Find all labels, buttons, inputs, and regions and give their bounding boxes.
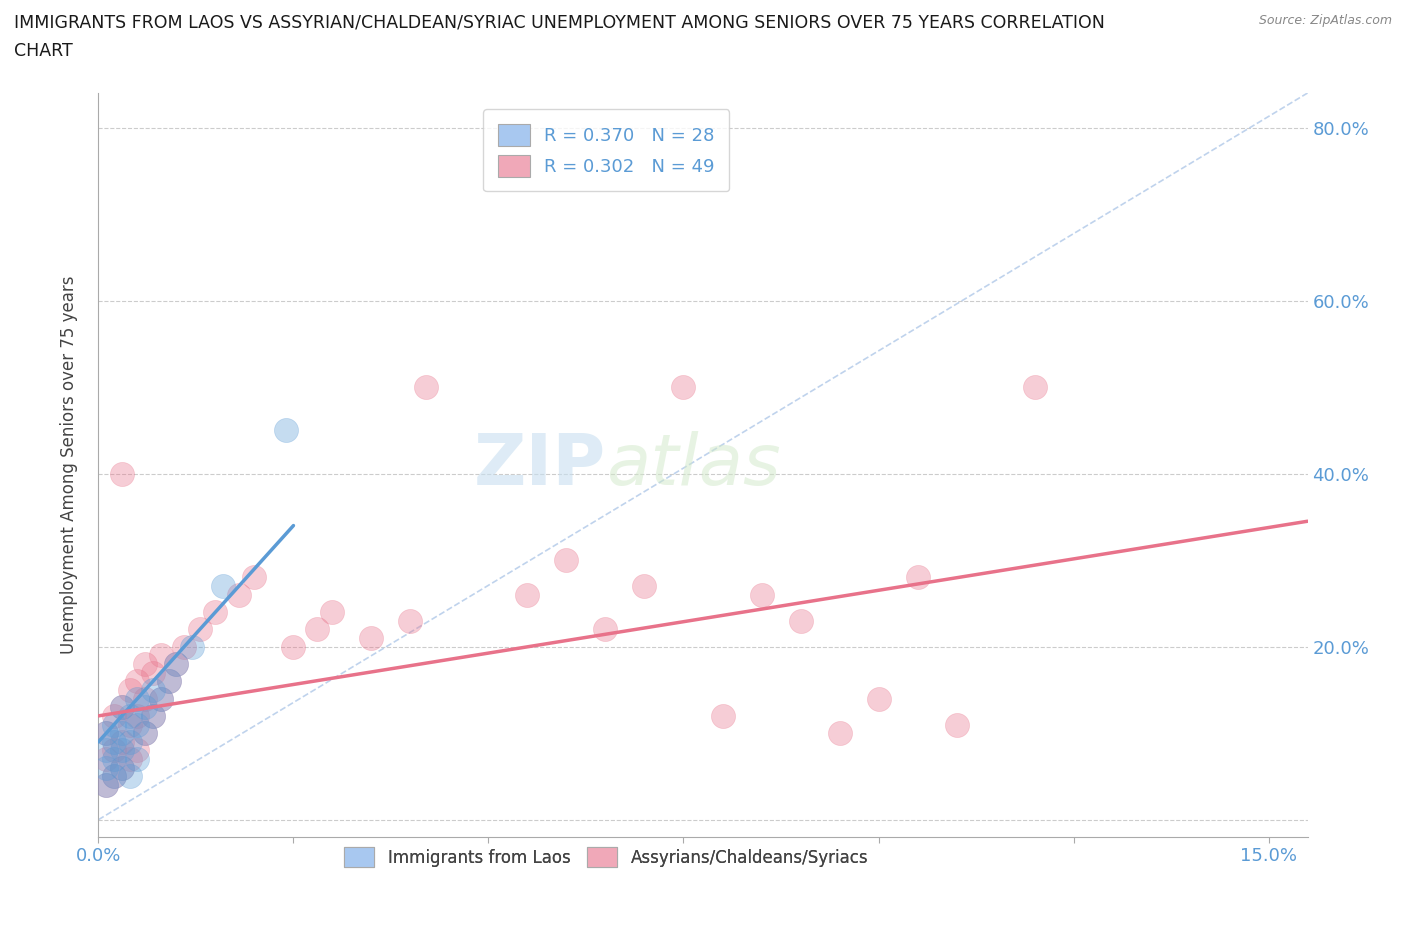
Point xyxy=(134,725,156,740)
Point xyxy=(828,725,851,740)
Point xyxy=(1024,379,1046,394)
Point xyxy=(672,379,695,394)
Point xyxy=(157,674,180,689)
Point xyxy=(555,552,578,567)
Point xyxy=(149,691,172,706)
Point xyxy=(157,674,180,689)
Point xyxy=(173,639,195,654)
Point xyxy=(360,631,382,645)
Point xyxy=(142,709,165,724)
Point xyxy=(399,613,422,628)
Point xyxy=(96,725,118,740)
Point xyxy=(111,699,134,714)
Point xyxy=(188,622,211,637)
Point xyxy=(103,735,125,750)
Point xyxy=(118,709,141,724)
Point xyxy=(149,648,172,663)
Point xyxy=(134,657,156,671)
Point xyxy=(103,717,125,732)
Point xyxy=(212,578,235,593)
Point xyxy=(149,691,172,706)
Point xyxy=(751,588,773,603)
Point xyxy=(111,761,134,776)
Point xyxy=(127,709,149,724)
Point xyxy=(711,709,734,724)
Point xyxy=(945,717,967,732)
Point xyxy=(868,691,890,706)
Point xyxy=(118,717,141,732)
Point xyxy=(595,622,617,637)
Point xyxy=(134,725,156,740)
Point xyxy=(633,578,655,593)
Point xyxy=(103,743,125,758)
Point xyxy=(111,735,134,750)
Point xyxy=(228,588,250,603)
Point xyxy=(134,699,156,714)
Point xyxy=(305,622,328,637)
Point xyxy=(111,466,134,481)
Point xyxy=(907,570,929,585)
Point xyxy=(96,743,118,758)
Point xyxy=(127,674,149,689)
Point xyxy=(274,423,297,438)
Point xyxy=(516,588,538,603)
Point xyxy=(142,709,165,724)
Point xyxy=(111,725,134,740)
Point xyxy=(96,777,118,792)
Text: Source: ZipAtlas.com: Source: ZipAtlas.com xyxy=(1258,14,1392,27)
Legend: Immigrants from Laos, Assyrians/Chaldeans/Syriacs: Immigrants from Laos, Assyrians/Chaldean… xyxy=(330,834,882,881)
Point xyxy=(103,751,125,766)
Point xyxy=(96,751,118,766)
Point xyxy=(142,665,165,680)
Text: CHART: CHART xyxy=(14,42,73,60)
Point xyxy=(118,735,141,750)
Point xyxy=(103,709,125,724)
Point xyxy=(111,699,134,714)
Point xyxy=(118,769,141,784)
Point xyxy=(96,761,118,776)
Point xyxy=(134,691,156,706)
Point xyxy=(204,604,226,619)
Point xyxy=(165,657,187,671)
Point xyxy=(103,769,125,784)
Point xyxy=(127,717,149,732)
Point xyxy=(118,683,141,698)
Point xyxy=(127,691,149,706)
Point xyxy=(127,743,149,758)
Point xyxy=(321,604,343,619)
Point xyxy=(243,570,266,585)
Point xyxy=(181,639,204,654)
Point xyxy=(118,751,141,766)
Point xyxy=(111,743,134,758)
Text: atlas: atlas xyxy=(606,431,780,499)
Text: IMMIGRANTS FROM LAOS VS ASSYRIAN/CHALDEAN/SYRIAC UNEMPLOYMENT AMONG SENIORS OVER: IMMIGRANTS FROM LAOS VS ASSYRIAN/CHALDEA… xyxy=(14,14,1105,32)
Point xyxy=(111,761,134,776)
Y-axis label: Unemployment Among Seniors over 75 years: Unemployment Among Seniors over 75 years xyxy=(59,276,77,654)
Point xyxy=(142,683,165,698)
Point xyxy=(283,639,305,654)
Point xyxy=(96,777,118,792)
Point xyxy=(789,613,811,628)
Point xyxy=(127,751,149,766)
Point xyxy=(96,725,118,740)
Point xyxy=(103,769,125,784)
Point xyxy=(165,657,187,671)
Point xyxy=(415,379,437,394)
Text: ZIP: ZIP xyxy=(474,431,606,499)
